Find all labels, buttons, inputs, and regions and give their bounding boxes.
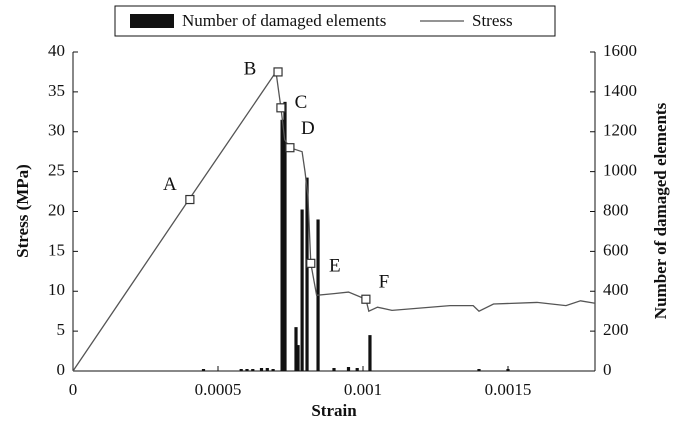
y-tick-label: 25 xyxy=(48,161,65,180)
annotation-label: C xyxy=(295,92,308,113)
y-tick-label: 5 xyxy=(57,320,66,339)
legend-swatch xyxy=(130,14,174,28)
legend-box xyxy=(114,5,556,37)
y2-tick-label: 1200 xyxy=(603,121,637,140)
bar xyxy=(271,369,275,371)
bar xyxy=(355,368,359,371)
annotation-marker xyxy=(185,194,195,205)
bar xyxy=(368,335,372,371)
y2-axis-title: Number of damaged elements xyxy=(651,102,670,319)
x-tick-label: 0 xyxy=(69,380,78,399)
bar xyxy=(201,369,206,371)
annotation-label: F xyxy=(379,272,390,293)
annotation-label: D xyxy=(301,118,315,139)
annotation-marker xyxy=(285,143,295,153)
annotation-label: A xyxy=(163,174,177,195)
y2-tick-label: 1400 xyxy=(603,81,637,100)
y-tick-label: 35 xyxy=(48,81,65,100)
y-tick-label: 0 xyxy=(57,360,66,379)
y-tick-label: 30 xyxy=(48,121,65,140)
y-tick-label: 15 xyxy=(48,240,65,259)
bar xyxy=(283,101,287,371)
y-axis-title: Stress (MPa) xyxy=(13,164,32,258)
y2-tick-label: 600 xyxy=(603,240,629,259)
annotation-marker xyxy=(276,103,286,113)
bar xyxy=(251,369,255,371)
bar xyxy=(506,369,510,371)
x-tick-label: 0.001 xyxy=(344,380,382,399)
bar xyxy=(346,367,351,371)
annotation-marker xyxy=(306,258,316,268)
y2-tick-label: 800 xyxy=(603,200,629,219)
annotation-label: E xyxy=(329,256,341,277)
bar xyxy=(305,177,309,371)
y2-tick-label: 400 xyxy=(603,280,629,299)
annotation-marker xyxy=(273,67,283,77)
annotation-marker xyxy=(361,294,371,304)
y2-tick-label: 1000 xyxy=(603,161,637,180)
bar xyxy=(259,368,264,371)
bar xyxy=(332,368,336,371)
x-tick-label: 0.0005 xyxy=(195,380,242,399)
bar xyxy=(265,368,269,371)
bar xyxy=(300,209,304,371)
bar xyxy=(245,369,249,371)
legend-label: Stress xyxy=(472,11,513,30)
bar xyxy=(294,327,298,371)
y-tick-label: 10 xyxy=(48,280,65,299)
bar xyxy=(296,345,300,371)
y2-tick-label: 0 xyxy=(603,360,612,379)
legend-label: Number of damaged elements xyxy=(182,11,386,30)
bar xyxy=(477,369,481,371)
x-axis-title: Strain xyxy=(311,401,357,420)
y-tick-label: 40 xyxy=(48,41,65,60)
x-tick-label: 0.0015 xyxy=(485,380,532,399)
annotation-label: B xyxy=(244,58,257,79)
stress-line xyxy=(72,70,596,372)
bar xyxy=(239,369,243,371)
y-tick-label: 20 xyxy=(48,200,65,219)
y2-tick-label: 200 xyxy=(603,320,629,339)
bar xyxy=(280,119,284,371)
y2-tick-label: 1600 xyxy=(603,41,637,60)
